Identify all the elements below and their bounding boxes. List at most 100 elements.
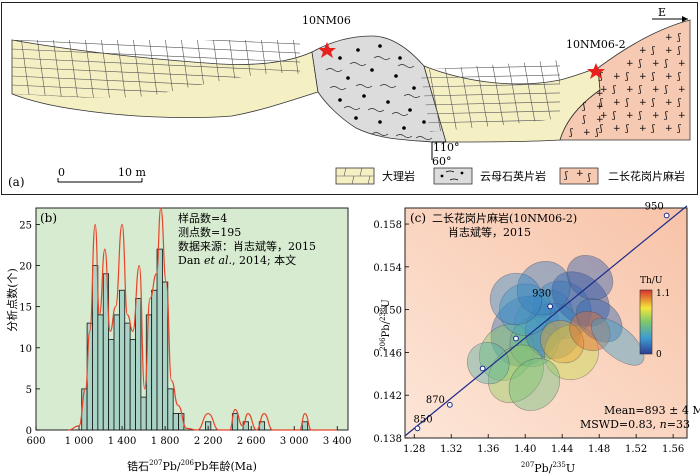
histogram-bar — [108, 339, 115, 431]
gneiss-symbol: ʃ — [638, 85, 642, 95]
sample-star-10NM06-2 — [587, 63, 605, 79]
histogram-bar — [113, 314, 120, 431]
legend-label-schist: 云母石英片岩 — [480, 169, 546, 183]
x-tick-label: 1.52 — [625, 444, 647, 455]
joint-line — [67, 40, 83, 98]
histogram-bar — [162, 281, 169, 431]
histogram-panel: 600 1 000 1 400 1 800 2 200 2 600 3 000 3 400 0 5… — [5, 207, 352, 473]
x-tick-label: 1 400 — [108, 436, 137, 447]
gneiss-symbol: + — [652, 111, 660, 121]
section-panel: +ʃ+ʃ+ʃ+ʃ+ʃ+ʃ+ʃ+ʃ+ʃ+ʃ+ʃ+ʃ+ʃ+ʃ+ʃ+ʃ+ʃ+ʃ+ʃ+ʃ… — [1, 2, 698, 195]
concordia-ylabel: 206Pb/238U — [379, 299, 392, 351]
attitude-strike: 110° — [433, 141, 460, 154]
mswd: MSWD=0.83, n=33 — [580, 418, 690, 431]
histogram-bar — [129, 339, 136, 431]
schist-dot — [354, 116, 358, 120]
analysis-ellipse — [540, 320, 585, 364]
joint-line — [473, 60, 493, 132]
histogram-bar — [156, 248, 163, 431]
schist-foliation — [395, 134, 413, 138]
gneiss-symbol: ʃ — [638, 59, 642, 69]
schist-foliation — [329, 86, 347, 90]
sample-label-10NM06-2: 10NM06-2 — [566, 38, 626, 51]
gneiss-symbol: + — [626, 59, 634, 69]
histogram-bar — [167, 388, 174, 431]
analysis-ellipse — [569, 310, 611, 352]
histogram-bar — [140, 396, 147, 431]
gneiss-symbol: + — [678, 85, 686, 95]
schist-dot — [356, 48, 360, 52]
schist-dot — [378, 120, 382, 124]
schist-dot — [370, 68, 374, 72]
legend-swatch-gneiss — [559, 167, 599, 185]
legend-gneiss-texture: ʃ + ʃ — [564, 169, 591, 183]
analysis-ellipse — [590, 317, 645, 366]
bedding-line — [420, 100, 560, 106]
y-tick-label: 25 — [19, 220, 32, 231]
scale-end: 10 m — [118, 166, 146, 179]
info-sample-count: 样品数=4 — [178, 211, 227, 225]
gneiss-symbol: ʃ — [569, 128, 573, 138]
svg-text:+: + — [576, 169, 584, 179]
legend-swatch-schist — [433, 167, 473, 185]
x-tick-label: 1.28 — [403, 444, 425, 455]
joint-line — [195, 40, 211, 98]
y-tick-label: 20 — [19, 262, 32, 273]
histogram-bar — [151, 289, 158, 431]
schist-foliation — [343, 106, 361, 110]
mean-age: Mean=893 ± 4 Ma — [604, 404, 700, 417]
y-tick-label: 0.142 — [373, 391, 402, 402]
joint-line — [537, 60, 557, 132]
bedding-line — [420, 73, 560, 79]
gneiss-symbol: ʃ — [638, 111, 642, 121]
histogram-bar — [135, 298, 142, 431]
x-tick-label: 1.40 — [514, 444, 536, 455]
panel-a-label: (a) — [8, 175, 25, 189]
gneiss-symbol: ʃ — [612, 111, 616, 121]
y-tick-label: 0.154 — [373, 263, 402, 274]
gneiss-symbol: + — [639, 46, 647, 56]
gneiss-symbol: + — [613, 98, 621, 108]
y-tick-label: 0.146 — [373, 348, 402, 359]
schist-dot — [386, 100, 390, 104]
schist-foliation — [367, 108, 385, 112]
histogram-bars — [81, 248, 309, 431]
bedding-line — [420, 82, 560, 88]
histogram-xlabel: 锆石207Pb/206Pb年龄(Ma) — [127, 459, 257, 473]
age-node-label: 870 — [426, 395, 445, 406]
colorbar-max: 1.1 — [656, 289, 670, 299]
gneiss-symbol: ʃ — [651, 98, 655, 108]
gneiss-symbol: + — [600, 85, 608, 95]
colorbar-title: Th/U — [640, 276, 663, 286]
info-source: 数据来源：肖志斌等，2015 — [178, 239, 316, 253]
analysis-ellipse — [499, 283, 552, 336]
info-reference: Dan et al., 2014; 本文 — [178, 253, 296, 267]
x-tick-label: 1 000 — [65, 436, 94, 447]
gneiss-symbol: + — [639, 98, 647, 108]
schist-foliation — [355, 84, 373, 88]
histogram-bar — [145, 314, 153, 431]
sample-star-10NM06 — [318, 42, 336, 58]
gneiss-symbol: ʃ — [582, 115, 586, 125]
gneiss-symbol: + — [665, 33, 673, 43]
age-node — [414, 425, 421, 432]
gneiss-symbol: + — [596, 89, 604, 99]
gneiss-symbol: + — [665, 124, 673, 134]
histogram-bar — [86, 322, 93, 431]
gneiss-symbol: ʃ — [595, 128, 599, 138]
legend-schist-texture — [440, 170, 464, 181]
y-tick-label: 5 — [26, 385, 32, 396]
legend-label-marble: 大理岩 — [382, 169, 415, 183]
schist-dot — [402, 126, 406, 130]
legend-marble-texture — [336, 167, 374, 185]
attitude-dip: 60° — [432, 155, 452, 168]
x-tick-label: 1.36 — [477, 444, 499, 455]
gneiss-symbol: ʃ — [651, 124, 655, 134]
histogram-bar — [124, 322, 131, 431]
gneiss-symbol: ʃ — [599, 124, 603, 134]
gneiss-symbol: + — [626, 85, 634, 95]
gneiss-symbol: + — [613, 72, 621, 82]
y-tick-label: 15 — [19, 303, 32, 314]
gneiss-symbol: ʃ — [612, 85, 616, 95]
gneiss-symbol: ʃ — [582, 102, 586, 112]
